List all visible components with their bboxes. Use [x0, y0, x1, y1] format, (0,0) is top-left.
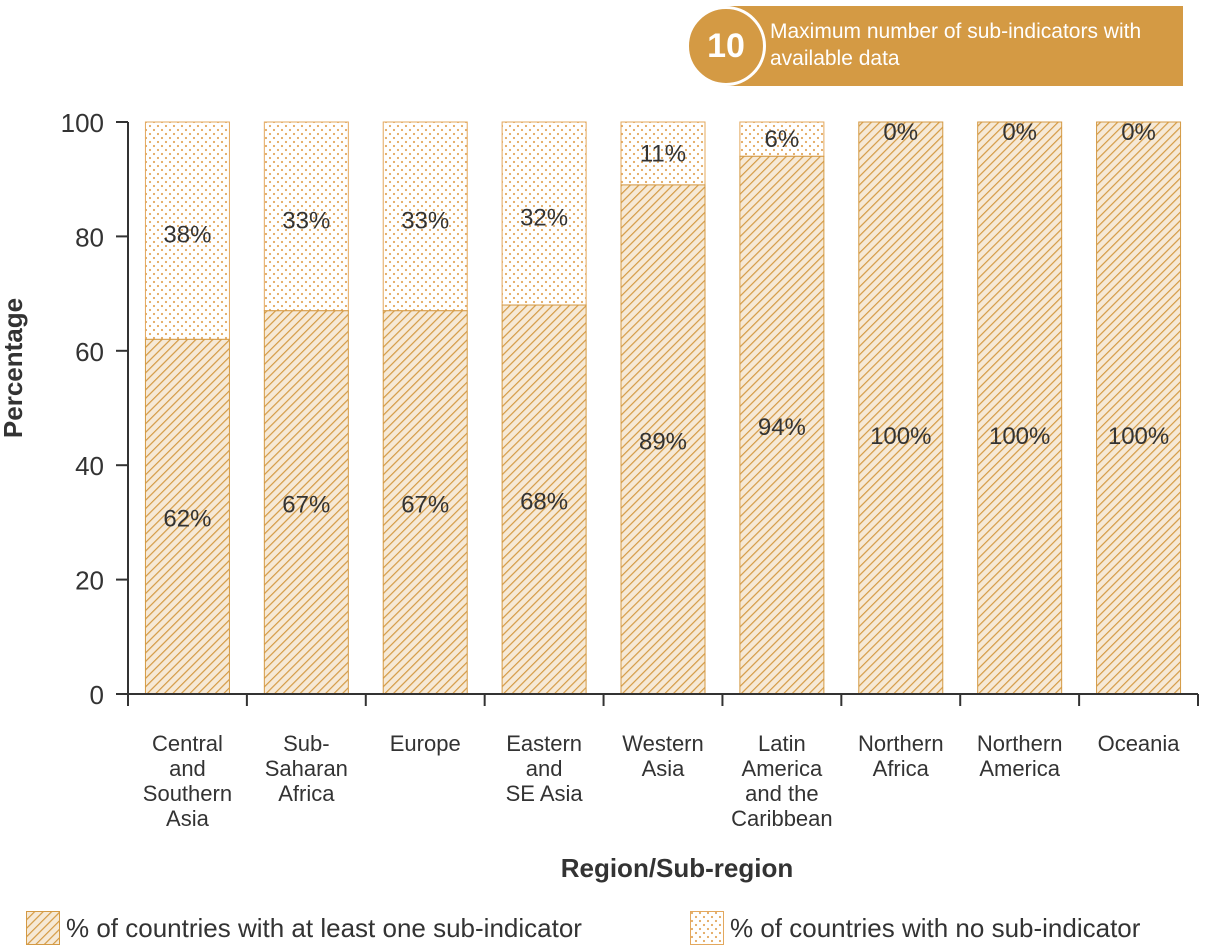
data-label-at-least-one-6: 100%: [870, 423, 931, 450]
data-label-no-subindicator-2: 33%: [401, 207, 449, 234]
data-label-no-subindicator-0: 38%: [163, 222, 211, 249]
data-label-at-least-one-5: 94%: [758, 414, 806, 441]
data-label-no-subindicator-5: 6%: [765, 126, 800, 153]
data-label-no-subindicator-7: 0%: [1002, 119, 1037, 146]
bar-no-subindicator-0: [144, 121, 230, 340]
data-label-at-least-one-3: 68%: [520, 489, 568, 516]
data-label-no-subindicator-6: 0%: [883, 119, 918, 146]
bar-at-least-one-2: [382, 310, 468, 695]
x-tick-label-1: Sub-Saharan Africa: [265, 731, 348, 806]
data-label-no-subindicator-8: 0%: [1121, 119, 1156, 146]
bars-group: 62% 38% 67% 33% 67% 33% 68% 32% 89% 11% 94% 6% 100% 0…: [144, 119, 1182, 695]
bar-at-least-one-4: [620, 184, 706, 695]
data-label-at-least-one-0: 62%: [163, 506, 211, 533]
badge-text: Maximum number of sub-indicators with av…: [770, 20, 1142, 70]
x-tick-label-6: Northern Africa: [858, 731, 944, 781]
x-tick-label-8: Oceania: [1098, 731, 1181, 756]
data-label-no-subindicator-1: 33%: [282, 207, 330, 234]
bar-no-subindicator-3: [501, 121, 587, 306]
legend-swatch-hatch: [26, 911, 60, 945]
bar-no-subindicator-2: [382, 121, 468, 312]
data-label-at-least-one-4: 89%: [639, 428, 687, 455]
x-tick-label-4: Western Asia: [622, 731, 704, 781]
bar-at-least-one-5: [739, 155, 825, 695]
y-tick-label-0: 0: [90, 680, 104, 710]
bar-no-subindicator-1: [263, 121, 349, 312]
legend-label-none: % of countries with no sub-indicator: [730, 912, 1141, 943]
legend-label-at-least-one: % of countries with at least one sub-ind…: [66, 912, 582, 943]
y-tick-label-2: 40: [75, 451, 104, 481]
y-tick-label-3: 60: [75, 337, 104, 367]
data-label-no-subindicator-4: 11%: [640, 140, 686, 167]
data-label-at-least-one-8: 100%: [1108, 423, 1169, 450]
x-tick-label-0: Central and Southern Asia: [143, 731, 232, 831]
bar-no-subindicator-4: [620, 121, 706, 186]
max-subindicators-badge: 10 Maximum number of sub-indicators with…: [686, 6, 1183, 86]
y-tick-label-4: 80: [75, 222, 104, 252]
x-axis-label: Region/Sub-region: [561, 853, 794, 883]
data-label-at-least-one-7: 100%: [989, 423, 1050, 450]
data-label-no-subindicator-3: 32%: [520, 205, 568, 232]
badge-bar: [726, 6, 1183, 86]
legend-item-none: % of countries with no sub-indicator: [690, 910, 1140, 946]
bar-at-least-one-3: [501, 304, 587, 695]
bar-at-least-one-8: [1096, 121, 1182, 695]
data-label-at-least-one-1: 67%: [282, 491, 330, 518]
x-tick-label-3: Eastern and SE Asia: [506, 731, 584, 806]
y-tick-label-1: 20: [75, 566, 104, 596]
y-axis-label: Percentage: [0, 298, 28, 438]
data-label-at-least-one-2: 67%: [401, 491, 449, 518]
x-tick-label-2: Europe: [390, 731, 461, 756]
axes-group: Central and Southern Asia Sub-Saharan Africa E…: [61, 108, 1199, 831]
x-tick-label-5: Latin America and the Caribbean: [731, 731, 833, 831]
bar-no-subindicator-5: [739, 121, 825, 157]
x-tick-label-7: Northern America: [977, 731, 1063, 781]
bar-at-least-one-0: [144, 338, 230, 695]
y-tick-label-5: 100: [61, 108, 104, 138]
bar-at-least-one-1: [263, 310, 349, 695]
legend-swatch-dots: [690, 911, 724, 945]
legend-item-at-least-one: % of countries with at least one sub-ind…: [26, 910, 582, 946]
bar-at-least-one-6: [858, 121, 944, 695]
badge-number: 10: [686, 6, 766, 86]
bar-at-least-one-7: [977, 121, 1063, 695]
